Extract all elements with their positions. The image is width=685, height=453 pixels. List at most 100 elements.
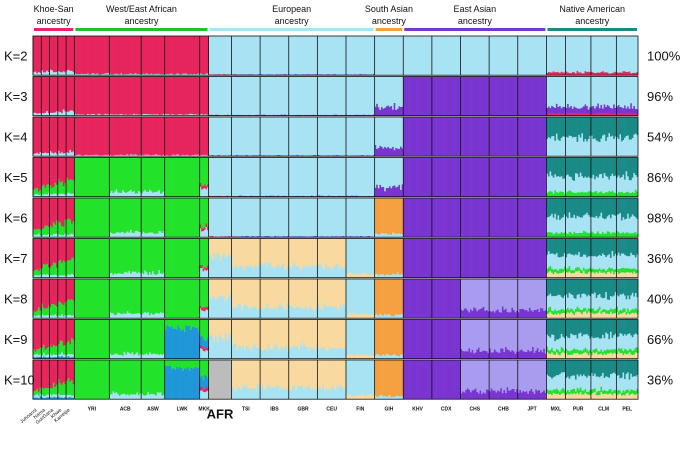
k-label-5: K=5 [4, 170, 28, 185]
admix-bar-k7-Karretjie [71, 274, 73, 278]
admix-bar-k8-Juhoansi [38, 307, 40, 315]
admix-bar-k7-Nama [46, 239, 48, 264]
admix-bar-k6-Gui/Gana [55, 234, 57, 237]
admix-bar-k8-Khwe [63, 305, 65, 316]
admix-bar-k2-Nama [43, 72, 45, 75]
admix-bar-k3-Gui/Gana [55, 112, 57, 115]
admix-bar-k8-Juhoansi [38, 279, 40, 307]
k-label-6: K=6 [4, 211, 28, 226]
admix-bar-k2-Nama [46, 36, 48, 71]
admix-bar-k2-Juhoansi [35, 36, 37, 72]
admix-bar-k2-Gui/Gana [55, 72, 57, 75]
admix-bar-k8-Gui/Gana [55, 314, 57, 318]
admix-bar-k4-Gui/Gana [55, 152, 57, 156]
admix-bar-k7-Gui/Gana [51, 266, 53, 276]
admix-bar-k2-Gui/Gana [55, 36, 57, 72]
admix-bar-k5-Gui/Gana [55, 158, 57, 183]
admix-bar-k3-Gui/Gana [51, 77, 53, 113]
admix-bar-k2-Karretjie [71, 36, 73, 71]
admix-bar-k4-Khwe [59, 153, 61, 156]
admix-bar-k6-Juhoansi [38, 233, 40, 237]
admix-bar-k4-Gui/Gana [51, 153, 53, 157]
admix-bar-k6-Khwe [59, 223, 61, 235]
admix-bar-k7-Nama [43, 264, 45, 274]
k-label-3: K=3 [4, 89, 28, 104]
admix-bar-k3-Gui/Gana [51, 113, 53, 116]
admix-bar-k5-Gui/Gana [55, 183, 57, 194]
admix-bar-k8-Gui/Gana [55, 279, 57, 305]
admix-bar-k2-Gui/Gana [51, 70, 53, 75]
admix-bar-k5-Karretjie [71, 194, 73, 197]
k-percent-2: 100% [647, 49, 681, 64]
admix-bar-k8-Karretjie [71, 299, 73, 316]
admix-bar-k8-Nama [46, 308, 48, 315]
admix-bar-k4-Khwe [63, 154, 65, 157]
admix-bar-k8-Khwe [63, 279, 65, 305]
admix-bar-k8-Nama [43, 315, 45, 318]
admix-bar-k3-Khwe [63, 109, 65, 115]
k-percent-7: 36% [647, 251, 673, 266]
admix-bar-k4-Gui/Gana [55, 117, 57, 152]
admix-bar-k6-Nama [46, 226, 48, 235]
admix-bar-k3-Juhoansi [38, 77, 40, 114]
admix-bar-k6-Karretjie [71, 224, 73, 234]
admix-bar-k4-Juhoansi [35, 117, 37, 153]
admix-bar-k4-Karretjie [71, 117, 73, 152]
k-percent-3: 96% [647, 89, 673, 104]
admix-bar-k3-Juhoansi [35, 113, 37, 116]
k-percent-4: 54% [647, 130, 673, 145]
admix-bar-k6-Khwe [63, 198, 65, 227]
admix-bar-k6-Karretjie [71, 234, 73, 238]
admix-bar-k4-Nama [43, 153, 45, 156]
admix-bar-k5-Gui/Gana [51, 158, 53, 188]
admix-bar-k3-Khwe [63, 77, 65, 110]
admix-bar-k6-Juhoansi [35, 198, 37, 230]
admix-bar-k8-Juhoansi [38, 315, 40, 318]
admix-bar-k2-Khwe [63, 36, 65, 71]
admix-bar-k7-Karretjie [71, 258, 73, 273]
admix-bar-k2-Khwe [63, 71, 65, 75]
admix-bar-k4-Gui/Gana [51, 117, 53, 153]
admix-bar-k5-Juhoansi [35, 158, 37, 189]
admix-bar-k6-Nama [43, 198, 45, 228]
admix-bar-k7-Karretjie [71, 239, 73, 259]
admix-bar-k2-Karretjie [71, 71, 73, 75]
admix-bar-k7-Nama [46, 274, 48, 278]
admix-bar-k4-Juhoansi [38, 117, 40, 154]
admix-bar-k7-Khwe [63, 239, 65, 261]
admix-bar-k8-Karretjie [71, 279, 73, 299]
admix-bar-k8-Nama [46, 279, 48, 308]
admix-bar-k5-Khwe [59, 158, 61, 183]
admix-bar-k5-Khwe [63, 186, 65, 194]
admix-bar-k8-Nama [43, 308, 45, 316]
admix-bar-k8-Gui/Gana [55, 305, 57, 314]
admix-bar-k6-Juhoansi [38, 198, 40, 229]
admix-bar-k8-Juhoansi [35, 279, 37, 312]
admix-bar-k6-Nama [46, 198, 48, 226]
admix-bar-k7-Juhoansi [35, 270, 37, 275]
admix-bar-k8-Khwe [59, 302, 61, 316]
admix-bar-k5-Karretjie [71, 158, 73, 180]
admix-bar-k4-Juhoansi [35, 153, 37, 156]
admix-bar-k7-Gui/Gana [51, 239, 53, 266]
admix-bar-k2-Juhoansi [38, 36, 40, 72]
admix-bar-k2-Khwe [59, 36, 61, 72]
admix-bar-k5-Khwe [59, 182, 61, 193]
admix-bar-k3-Nama [46, 77, 48, 111]
admix-bar-k5-Juhoansi [38, 192, 40, 195]
admix-bar-k8-Juhoansi [35, 312, 37, 317]
admix-bar-k4-Nama [46, 153, 48, 156]
admix-bar-k4-Nama [46, 117, 48, 153]
admix-bar-k6-Gui/Gana [55, 225, 57, 234]
admix-bar-k6-Gui/Gana [51, 198, 53, 227]
admix-bar-k7-Gui/Gana [55, 263, 57, 274]
admix-bar-k5-Juhoansi [35, 188, 37, 194]
k-percent-6: 98% [647, 211, 673, 226]
admix-bar-k4-Khwe [63, 117, 65, 154]
admix-bar-k3-Khwe [59, 112, 61, 116]
admix-bar-k8-Gui/Gana [51, 315, 53, 318]
admix-bar-k7-Gui/Gana [55, 239, 57, 264]
admix-bar-k5-Nama [43, 158, 45, 185]
admix-bar-k4-Karretjie [71, 152, 73, 156]
admix-bar-k3-Nama [43, 77, 45, 114]
